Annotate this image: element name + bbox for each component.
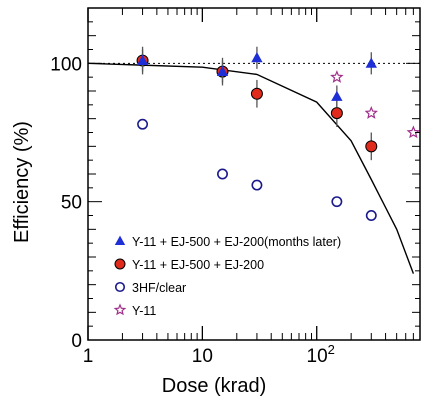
x-tick-label: 1: [83, 346, 94, 367]
data-point-star-open: [330, 70, 344, 83]
y-tick-label: 0: [71, 331, 82, 352]
data-point-circle-filled: [330, 107, 343, 120]
y-tick-label: 100: [50, 54, 82, 75]
data-point-circle-filled: [365, 140, 378, 153]
legend-label: Y-11 + EJ-500 + EJ-200(months later): [132, 235, 341, 249]
data-point-circle-open: [331, 196, 343, 208]
legend-marker-star-open: [113, 303, 127, 316]
data-point-triangle: [365, 57, 377, 68]
data-point-triangle: [251, 51, 263, 63]
data-point-circle-open: [251, 179, 263, 191]
data-point-circle-filled: [250, 87, 263, 100]
data-point-triangle: [331, 90, 343, 101]
legend: Y-11 + EJ-500 + EJ-200(months later) Y-11…: [113, 235, 341, 318]
data-point-star-open: [364, 106, 378, 119]
legend-marker-circle-filled: [114, 258, 126, 270]
data-point-triangle: [216, 65, 229, 77]
data-point-star-open: [406, 125, 421, 139]
axes-layer: 1 10 102 0 50 100: [50, 7, 421, 367]
y-axis-title: Efficiency (%): [11, 121, 33, 243]
x-axis-title: Dose (krad): [162, 375, 266, 396]
legend-label: 3HF/clear: [132, 281, 186, 295]
data-point-circle-open: [365, 210, 377, 221]
y-tick-label: 50: [61, 193, 82, 214]
legend-label: Y-11 + EJ-500 + EJ-200: [132, 258, 264, 272]
x-tick-label: 10: [192, 346, 213, 367]
legend-label: Y-11: [132, 304, 156, 318]
data-point-circle-open: [217, 168, 228, 180]
data-point-triangle: [136, 54, 149, 65]
legend-marker-triangle: [114, 235, 126, 245]
fit-curve-layer: [87, 62, 415, 274]
legend-marker-circle-open: [114, 281, 126, 293]
data-markers-layer: [136, 46, 421, 221]
x-tick-label: 102: [307, 342, 335, 367]
data-point-circle-open: [137, 118, 149, 130]
fit-curve: [87, 62, 415, 274]
